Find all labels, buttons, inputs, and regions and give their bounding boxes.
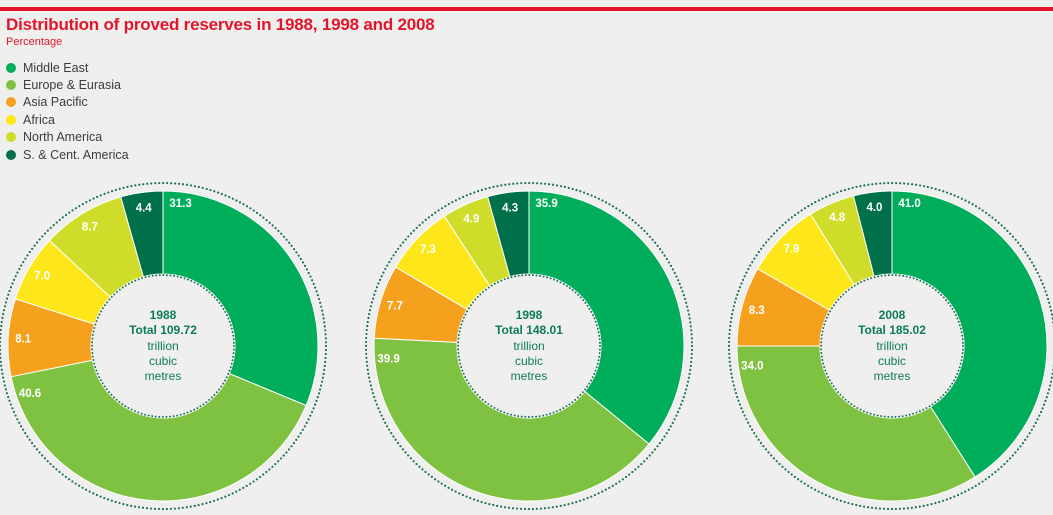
center-unit: trillion — [147, 339, 178, 353]
inner-dotted-ring — [820, 274, 964, 418]
slice-s-cent-america — [487, 190, 530, 278]
center-total: Total 148.01 — [495, 323, 563, 337]
center-year: 2008 — [879, 308, 906, 322]
slice-middle-east — [162, 190, 319, 407]
slice-value-label: 7.0 — [34, 270, 50, 282]
slice-value-label: 39.9 — [377, 354, 399, 366]
center-total: Total 185.02 — [858, 323, 926, 337]
legend-item-s-cent-america: S. & Cent. America — [6, 146, 129, 163]
center-unit: trillion — [876, 339, 907, 353]
center-year: 1988 — [150, 308, 177, 322]
center-unit: cubic — [149, 354, 177, 368]
slice-value-label: 7.7 — [387, 301, 403, 313]
chart-subtitle: Percentage — [6, 36, 63, 48]
center-year: 1998 — [516, 308, 543, 322]
legend-swatch — [6, 97, 16, 108]
legend-item-north-america: North America — [6, 129, 129, 146]
slice-value-label: 8.3 — [749, 305, 765, 317]
center-total: Total 109.72 — [129, 323, 197, 337]
slice-value-label: 4.4 — [136, 202, 153, 214]
legend-item-asia-pacific: Asia Pacific — [6, 94, 129, 111]
slice-value-label: 40.6 — [19, 388, 41, 400]
slice-value-label: 31.3 — [169, 198, 191, 210]
chart-title: Distribution of proved reserves in 1988,… — [6, 15, 435, 34]
slice-value-label: 8.1 — [15, 333, 32, 345]
legend-swatch — [6, 149, 16, 160]
center-unit: metres — [145, 369, 182, 383]
top-accent-bar — [0, 7, 1053, 11]
center-unit: metres — [511, 369, 548, 383]
outer-dotted-ring — [727, 181, 1053, 511]
legend-label: North America — [23, 130, 103, 145]
legend-item-europe-eurasia: Europe & Eurasia — [6, 76, 129, 93]
slice-value-label: 4.3 — [502, 202, 518, 214]
inner-dotted-ring — [457, 274, 601, 418]
legend-swatch — [6, 132, 16, 143]
legend-label: Asia Pacific — [23, 95, 88, 110]
slice-value-label: 7.9 — [783, 244, 799, 256]
slice-value-label: 34.0 — [741, 361, 763, 373]
slice-middle-east — [528, 190, 685, 445]
legend-label: S. & Cent. America — [23, 147, 129, 162]
slice-value-label: 8.7 — [82, 222, 98, 234]
slice-europe-eurasia — [10, 359, 307, 502]
slice-europe-eurasia — [736, 345, 976, 502]
center-unit: cubic — [878, 354, 906, 368]
slice-value-label: 4.8 — [829, 212, 846, 224]
legend-swatch — [6, 80, 16, 91]
slice-value-label: 41.0 — [898, 198, 920, 210]
slice-middle-east — [891, 190, 1048, 478]
legend-item-middle-east: Middle East — [6, 59, 129, 76]
slice-value-label: 35.9 — [535, 198, 557, 210]
legend-label: Europe & Eurasia — [23, 78, 121, 93]
legend-label: Africa — [23, 112, 55, 127]
legend-label: Middle East — [23, 60, 89, 75]
center-unit: trillion — [513, 339, 544, 353]
slice-s-cent-america — [852, 190, 893, 277]
legend-swatch — [6, 62, 16, 73]
slice-value-label: 4.0 — [866, 202, 882, 214]
inner-dotted-ring — [91, 274, 235, 418]
slice-value-label: 4.9 — [463, 213, 479, 225]
outer-dotted-ring — [364, 181, 694, 511]
legend-item-africa: Africa — [6, 111, 129, 128]
slice-value-label: 7.3 — [420, 244, 436, 256]
outer-dotted-ring — [0, 181, 328, 511]
center-unit: cubic — [515, 354, 543, 368]
center-unit: metres — [874, 369, 911, 383]
legend-swatch — [6, 114, 16, 125]
slice-europe-eurasia — [373, 337, 650, 502]
legend: Middle East Europe & Eurasia Asia Pacifi… — [6, 59, 129, 163]
